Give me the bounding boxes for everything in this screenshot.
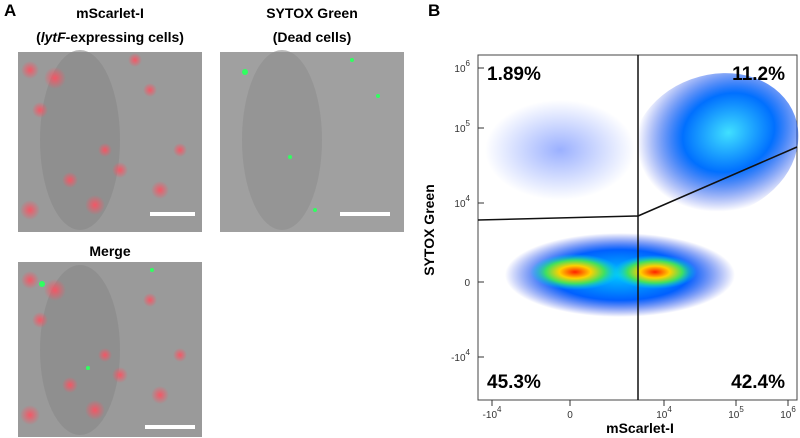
tick-base: 0 bbox=[567, 410, 573, 421]
image-subtitle: (Dead cells) bbox=[273, 29, 352, 45]
tick-label: 104 bbox=[454, 194, 470, 210]
tick-exponent: 5 bbox=[739, 405, 744, 414]
tick-label: 105 bbox=[454, 119, 470, 135]
tick-exponent: 5 bbox=[466, 119, 471, 128]
density-plot bbox=[477, 54, 799, 401]
tick-exponent: 4 bbox=[497, 405, 502, 414]
image-title: mScarlet-I bbox=[76, 5, 144, 21]
x-axis-label: mScarlet-I bbox=[606, 420, 674, 436]
quadrant-percent: 11.2% bbox=[732, 64, 785, 85]
panel-label: B bbox=[428, 1, 440, 20]
tick-label: -104 bbox=[451, 348, 470, 364]
y-axis-label: SYTOX Green bbox=[421, 184, 437, 276]
tick-base: 10 bbox=[454, 124, 466, 135]
tick-exponent: 6 bbox=[791, 405, 796, 414]
panel-label: A bbox=[4, 1, 16, 20]
tick-base: 10 bbox=[454, 64, 466, 75]
tick-label: 0 bbox=[567, 410, 573, 421]
micrograph bbox=[18, 50, 202, 232]
image-subtitle: (lytF-expressing cells) bbox=[36, 29, 184, 45]
quadrant-percent: 42.4% bbox=[731, 372, 785, 393]
quadrant-percent: 1.89% bbox=[487, 64, 541, 85]
tick-base: 10 bbox=[780, 410, 792, 421]
tick-base: -10 bbox=[451, 353, 466, 364]
tick-label: 106 bbox=[780, 405, 796, 421]
tick-label: 105 bbox=[728, 405, 744, 421]
image-title: SYTOX Green bbox=[266, 5, 358, 21]
tick-base: 10 bbox=[728, 410, 740, 421]
tick-base: 10 bbox=[656, 410, 668, 421]
image-title: Merge bbox=[89, 243, 130, 259]
tick-exponent: 6 bbox=[466, 59, 471, 68]
tick-exponent: 4 bbox=[667, 405, 672, 414]
tick-base: 10 bbox=[454, 199, 466, 210]
micrograph bbox=[220, 50, 404, 232]
tick-label: 106 bbox=[454, 59, 470, 75]
micrograph bbox=[18, 262, 202, 437]
tick-label: 0 bbox=[464, 278, 470, 289]
tick-exponent: 4 bbox=[466, 194, 471, 203]
tick-base: -10 bbox=[483, 410, 498, 421]
tick-exponent: 4 bbox=[466, 348, 471, 357]
tick-base: 0 bbox=[464, 278, 470, 289]
tick-label: -104 bbox=[483, 405, 502, 421]
tick-label: 104 bbox=[656, 405, 672, 421]
quadrant-percent: 45.3% bbox=[487, 372, 541, 393]
